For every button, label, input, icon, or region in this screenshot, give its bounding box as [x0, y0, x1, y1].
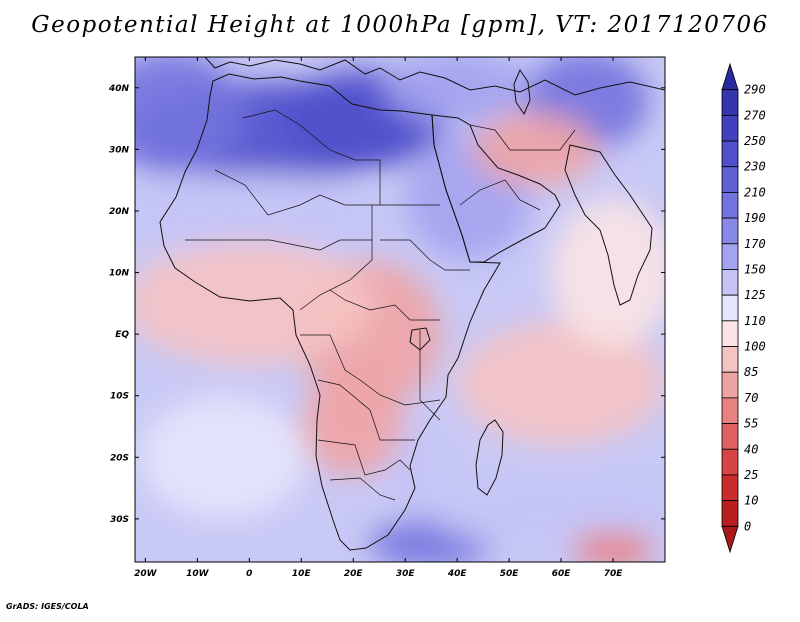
y-tick-label: 10N: [109, 269, 130, 279]
colorbar-label: 270: [744, 108, 766, 122]
colorbar-swatch: [721, 89, 739, 116]
colorbar-label: 210: [744, 185, 766, 199]
border: [317, 439, 411, 476]
grads-credit: GrADS: IGES/COLA: [6, 602, 89, 611]
heatmap-field: [135, 57, 665, 562]
field-region: [550, 198, 665, 347]
plot-frame: [134, 56, 666, 563]
colorbar-label: 25: [744, 468, 758, 482]
colorbar-label: 230: [744, 160, 766, 174]
x-tick-label: 0: [246, 569, 252, 579]
colorbar-label: 290: [744, 83, 766, 97]
arabia-coastline: [431, 114, 561, 263]
x-tick-label: 60E: [552, 569, 572, 579]
coastlines: [159, 57, 665, 551]
colorbar-swatch: [721, 166, 739, 193]
colorbar-swatch: [721, 448, 739, 476]
colorbar-swatch: [721, 140, 739, 168]
field-region: [472, 112, 598, 187]
field-regions: [135, 57, 665, 562]
colorbar-swatch: [721, 474, 739, 502]
colorbar-swatch: [721, 294, 739, 322]
chart-title: Geopotential Height at 1000hPa [gpm], VT…: [31, 12, 769, 38]
lake-victoria: [409, 327, 431, 351]
x-tick-label: 20E: [344, 569, 364, 579]
field-region: [140, 395, 307, 519]
africa-coastline: [159, 73, 501, 551]
colorbar-swatch: [721, 192, 739, 219]
colorbar-swatch: [721, 371, 739, 399]
colorbar-label: 110: [744, 314, 766, 328]
colorbar-swatch: [721, 243, 739, 270]
colorbar-label: 125: [744, 288, 766, 302]
colorbar: 2902702502302101901701501251101008570554…: [721, 62, 766, 554]
border: [380, 239, 470, 271]
border: [300, 334, 441, 406]
y-tick-label: 10S: [110, 392, 129, 402]
colorbar-swatch: [721, 114, 739, 142]
x-tick-label: 20W: [134, 569, 158, 579]
border: [214, 169, 440, 216]
border: [419, 330, 441, 421]
colorbar-label: 0: [744, 519, 751, 533]
x-tick-label: 40E: [447, 569, 468, 579]
border: [329, 289, 440, 321]
border: [317, 379, 415, 441]
field-region: [301, 377, 406, 476]
field-region: [389, 426, 442, 526]
colorbar-label: 10: [744, 494, 758, 508]
x-tick-label: 30E: [396, 569, 416, 579]
x-tick-label: 10W: [186, 569, 210, 579]
colorbar-label: 70: [744, 391, 758, 405]
colorbar-label: 250: [744, 134, 766, 148]
colorbar-label: 40: [744, 442, 758, 456]
y-tick-label: EQ: [115, 330, 129, 340]
colorbar-label: 85: [744, 365, 758, 379]
y-axis: 40N 30N 20N 10N EQ 10S 20S 30S: [108, 84, 665, 525]
border: [469, 124, 576, 151]
colorbar-label: 190: [744, 211, 766, 225]
colorbar-label: 170: [744, 237, 766, 251]
x-tick-label: 10E: [292, 569, 312, 579]
field-region: [135, 241, 374, 365]
colorbar-swatch: [721, 500, 739, 527]
colorbar-swatch: [721, 269, 739, 296]
field-region: [431, 475, 665, 550]
field-region: [457, 321, 665, 445]
border: [459, 179, 541, 211]
caspian-sea: [513, 68, 531, 116]
colorbar-swatch: [721, 320, 739, 347]
border: [299, 205, 373, 311]
x-tick-label: 50E: [500, 569, 520, 579]
y-tick-label: 40N: [108, 84, 130, 94]
field-region: [135, 57, 245, 174]
field-region: [135, 174, 406, 248]
colorbar-label: 150: [744, 262, 766, 276]
colorbar-label: 100: [744, 340, 766, 354]
y-tick-label: 30N: [109, 145, 130, 155]
border: [185, 239, 372, 251]
india-coastline: [564, 144, 653, 306]
y-tick-label: 20N: [109, 207, 130, 217]
colorbar-swatch: [721, 346, 739, 373]
border: [329, 477, 396, 501]
europe-coastline: [204, 57, 665, 96]
x-axis: 20W 10W 0 10E 20E 30E 40E 50E 60E 70E: [134, 57, 623, 579]
colorbar-label: 55: [744, 417, 758, 431]
x-tick-label: 70E: [604, 569, 624, 579]
field-region: [571, 531, 655, 562]
colorbar-bottom-triangle: [721, 525, 739, 554]
y-tick-label: 20S: [110, 453, 129, 463]
colorbar-top-triangle: [721, 62, 739, 91]
colorbar-swatch: [721, 397, 739, 424]
border: [242, 109, 381, 205]
colorbar-swatch: [721, 217, 739, 245]
field-region: [384, 57, 530, 125]
colorbar-swatch: [721, 423, 739, 450]
country-borders: [185, 109, 576, 501]
madagascar-coastline: [475, 419, 504, 496]
y-tick-label: 30S: [110, 515, 129, 525]
